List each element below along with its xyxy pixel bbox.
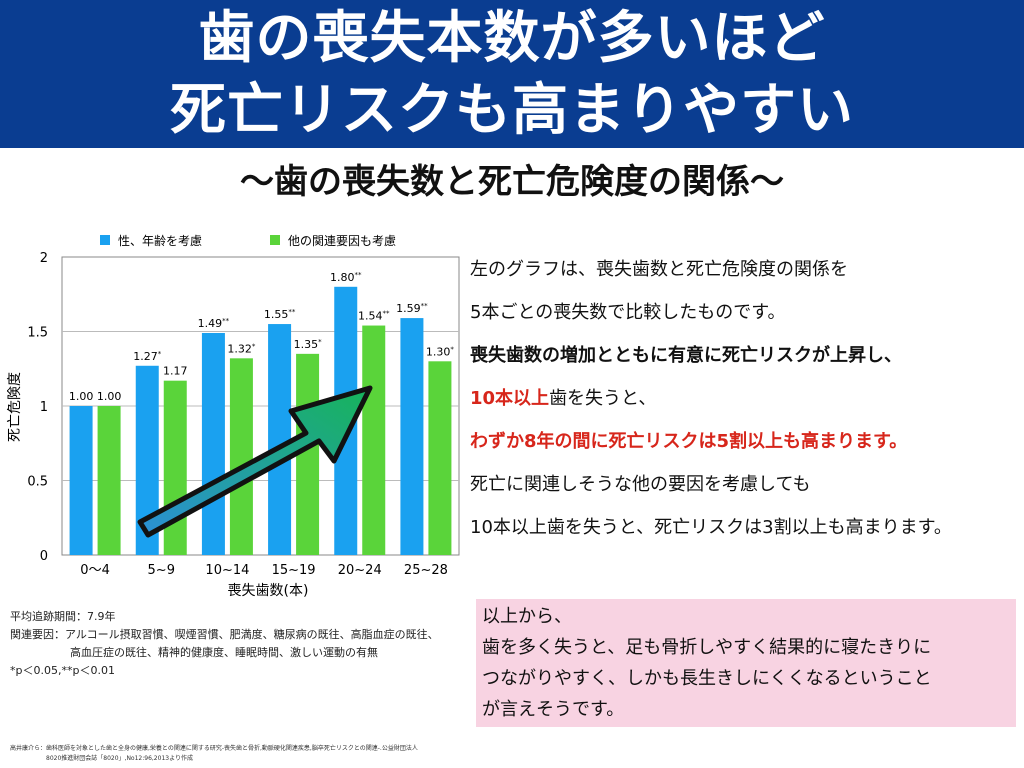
bar-value-labels: 1.00 1.00 1.27*1.17 1.49** 1.32* 1.55** 1.35* 1…	[69, 271, 455, 403]
legend-label-series1: 性、年齢を考慮	[118, 233, 202, 248]
bar-series2	[229, 358, 253, 555]
bar-value-label: 1.55**	[264, 308, 296, 321]
chart-notes: 平均追跡期間：7.9年 関連要因：アルコール摂取習慣、喫煙習慣、肥満度、糖尿病の…	[10, 608, 439, 680]
conclusion-line-1: 以上から、	[482, 606, 572, 627]
source-citation: 高井康介ら：歯科医師を対象とした歯と全身の健康,栄養との関連に関する研究-喪失歯…	[10, 744, 418, 764]
bar-series2	[163, 380, 187, 555]
note-pvalues: *p＜0.05,**p＜0.01	[10, 664, 115, 677]
legend-label-series2: 他の関連要因も考慮	[288, 234, 396, 248]
bar-series1	[135, 365, 159, 555]
bar-value-label: 1.00	[97, 390, 122, 403]
bar-value-label: 1.30*	[426, 345, 455, 358]
trend-arrow-icon	[137, 385, 373, 538]
chart-legend: 性、年齢を考慮 他の関連要因も考慮	[100, 233, 396, 248]
x-tick-label: 0〜4	[80, 563, 110, 578]
y-tick-label: 2	[40, 251, 48, 266]
y-tick-label: 0	[40, 549, 48, 564]
y-axis-ticks: 0 0.5 1 1.5 2	[27, 251, 48, 564]
bar-value-label: 1.32*	[227, 342, 256, 355]
y-tick-label: 0.5	[27, 475, 48, 490]
bar-value-label: 1.54**	[358, 310, 390, 323]
headline-line-2: 死亡リスクも高まりやすい	[170, 78, 854, 143]
conclusion-line-2: 歯を多く失うと、足も骨折しやすく結果的に寝たきりに	[482, 637, 932, 658]
legend-swatch-series1	[100, 235, 110, 245]
bar-series1	[201, 332, 225, 555]
bar-series2	[428, 361, 452, 555]
x-tick-label: 10~14	[205, 563, 249, 578]
description-line-4-highlight: 10本以上	[470, 388, 550, 409]
source-line-1: 高井康介ら：歯科医師を対象とした歯と全身の健康,栄養との関連に関する研究-喪失歯…	[10, 745, 418, 752]
bar-value-label: 1.00	[69, 390, 94, 403]
note-factors-1: 関連要因：アルコール摂取習慣、喫煙習慣、肥満度、糖尿病の既往、高脂血症の既往、	[10, 628, 439, 641]
bar-series1	[268, 324, 292, 555]
bar-value-label: 1.80**	[330, 271, 362, 284]
x-tick-label: 5~9	[148, 563, 175, 578]
slide-subtitle: 〜歯の喪失数と死亡危険度の関係〜	[240, 162, 784, 202]
source-line-2: 8020推進財団会誌「8020」,No12:96,2013より作成	[46, 755, 193, 762]
description-line-5: わずか8年の間に死亡リスクは5割以上も高まります。	[470, 431, 908, 452]
bar-series1	[400, 318, 424, 555]
bar-series1	[69, 406, 93, 555]
x-tick-label: 25~28	[404, 563, 448, 578]
bar-value-label: 1.27*	[133, 350, 162, 363]
x-axis-ticks: 0〜4 5~9 10~14 15~19 20~24 25~28	[80, 563, 448, 578]
note-factors-2: 高血圧症の既往、精神的健康度、睡眠時間、激しい運動の有無	[70, 646, 378, 659]
description-line-3: 喪失歯数の増加とともに有意に死亡リスクが上昇し、	[470, 345, 902, 366]
x-axis-label: 喪失歯数(本)	[228, 583, 309, 599]
bar-series2	[97, 406, 121, 555]
description-line-6: 死亡に関連しそうな他の要因を考慮しても	[470, 474, 811, 495]
grid-lines	[62, 331, 459, 481]
x-tick-label: 20~24	[338, 563, 382, 578]
y-tick-label: 1.5	[27, 326, 48, 341]
header-banner: 歯の喪失本数が多いほど 死亡リスクも高まりやすい	[0, 0, 1024, 148]
description-line-4-rest: 歯を失うと、	[549, 388, 657, 409]
headline-line-1: 歯の喪失本数が多いほど	[198, 6, 826, 71]
conclusion-line-4: が言えそうです。	[482, 699, 625, 720]
description-line-7: 10本以上歯を失うと、死亡リスクは3割以上も高まります。	[470, 517, 952, 538]
bar-chart: 性、年齢を考慮 他の関連要因も考慮 0 0.5 1 1.5 2 1.00 1.00 1.27…	[7, 233, 460, 599]
description-line-1: 左のグラフは、喪失歯数と死亡危険度の関係を	[470, 259, 848, 280]
conclusion-box: 以上から、 歯を多く失うと、足も骨折しやすく結果的に寝たきりに つながりやすく、…	[476, 599, 1016, 727]
bar-series2	[362, 325, 386, 555]
legend-swatch-series2	[270, 235, 280, 245]
x-tick-label: 15~19	[272, 563, 316, 578]
bar-value-label: 1.17	[163, 365, 188, 378]
description-text: 左のグラフは、喪失歯数と死亡危険度の関係を 5本ごとの喪失数で比較したものです。…	[470, 248, 1024, 549]
conclusion-line-3: つながりやすく、しかも長生きしにくくなるということ	[482, 668, 932, 689]
y-axis-label: 死亡危険度	[7, 372, 23, 442]
bar-value-label: 1.35*	[294, 338, 323, 351]
note-followup: 平均追跡期間：7.9年	[10, 610, 116, 623]
trend-arrow	[137, 385, 373, 538]
bar-value-label: 1.59**	[396, 302, 428, 315]
description-line-4: 10本以上歯を失うと、	[470, 377, 1024, 420]
y-tick-label: 1	[40, 400, 48, 415]
description-line-2: 5本ごとの喪失数で比較したものです。	[470, 302, 786, 323]
bar-value-label: 1.49**	[198, 317, 230, 330]
